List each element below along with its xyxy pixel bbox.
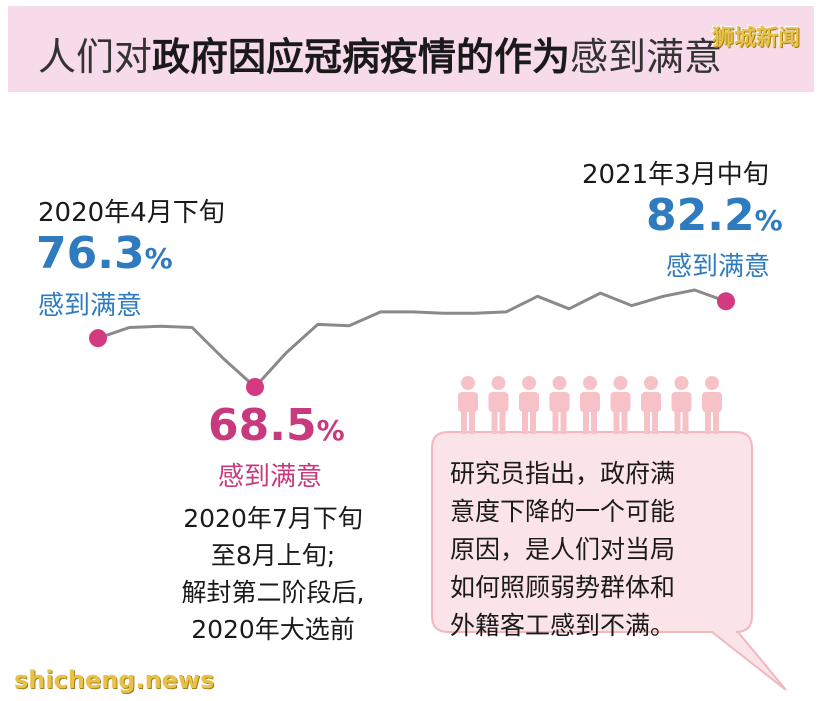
bubble-line: 原因，是人们对当局 [450, 535, 676, 564]
low-note-line: 解封第二阶段后, [181, 578, 365, 607]
low-caption: 感到满意 [218, 462, 323, 492]
bubble-line: 研究员指出，政府满 [450, 459, 676, 488]
highlight-points [89, 292, 735, 396]
title-part-1: 人们对 [38, 35, 153, 79]
start-date: 2020年4月下旬 [38, 198, 225, 228]
low-note-line: 2020年7月下旬 [183, 504, 363, 533]
bubble-line: 意度下降的一个可能 [450, 497, 676, 526]
start-caption: 感到满意 [38, 291, 143, 321]
low-note-line: 至8月上旬; [210, 541, 336, 570]
end-value: 82.2 [646, 190, 755, 241]
watermark: shicheng.news [14, 666, 215, 694]
person-icon [458, 376, 478, 434]
end-caption: 感到满意 [666, 252, 771, 282]
data-point [246, 378, 264, 396]
person-icon [610, 376, 631, 434]
end-unit: % [754, 204, 783, 237]
satisfaction-line [97, 288, 727, 389]
end-date: 2021年3月中旬 [582, 160, 769, 190]
start-value: 76.3 [36, 228, 145, 279]
low-note: 2020年7月下旬 至8月上旬; 解封第二阶段后, 2020年大选前 [148, 500, 398, 648]
low-unit: % [316, 414, 345, 447]
person-icon [549, 376, 570, 434]
person-icon [488, 376, 509, 434]
title-part-3: 感到满意 [570, 35, 723, 79]
end-value-block: 82.2% [646, 190, 783, 241]
low-value-block: 68.5% [208, 400, 345, 451]
page-title: 人们对政府因应冠病疫情的作为感到满意 [38, 26, 722, 81]
person-icon [519, 376, 539, 434]
low-note-line: 2020年大选前 [191, 615, 355, 644]
data-point [89, 329, 107, 348]
data-point [717, 292, 735, 311]
person-icon [580, 376, 600, 434]
bubble-text: 研究员指出，政府满 意度下降的一个可能 原因，是人们对当局 如何照顾弱势群体和 … [450, 455, 675, 645]
speech-bubble [431, 431, 787, 691]
person-icon [702, 376, 722, 434]
title-part-2: 政府因应冠病疫情的作为 [152, 35, 571, 79]
low-value: 68.5 [208, 400, 317, 451]
start-unit: % [144, 242, 173, 275]
person-icon [641, 376, 661, 434]
start-value-block: 76.3% [36, 228, 173, 279]
people-icons [458, 376, 722, 434]
title-banner: 人们对政府因应冠病疫情的作为感到满意 狮城新闻 [8, 6, 814, 92]
bubble-line: 如何照顾弱势群体和 [450, 573, 676, 602]
bubble-line: 外籍客工感到不满。 [450, 611, 676, 640]
site-logo: 狮城新闻 [711, 26, 800, 51]
speech-bubble-shape [431, 431, 787, 691]
person-icon [671, 376, 692, 434]
